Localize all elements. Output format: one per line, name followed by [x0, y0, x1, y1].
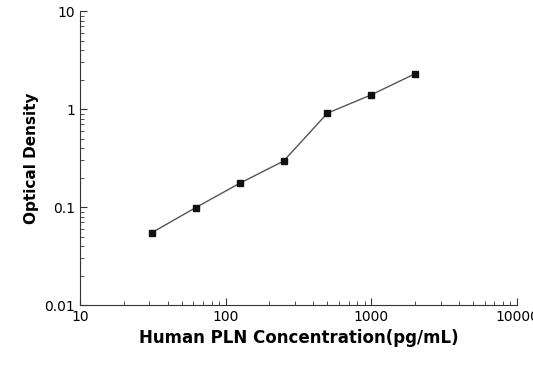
X-axis label: Human PLN Concentration(pg/mL): Human PLN Concentration(pg/mL) — [139, 330, 458, 347]
Y-axis label: Optical Density: Optical Density — [24, 92, 39, 224]
